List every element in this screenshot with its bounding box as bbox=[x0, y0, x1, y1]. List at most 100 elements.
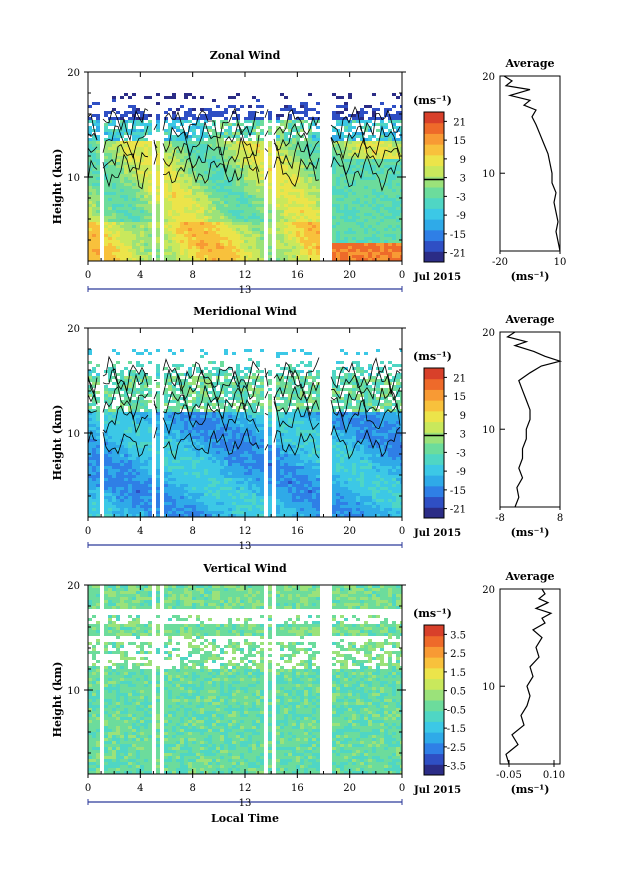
colorbar-swatch bbox=[424, 678, 444, 690]
x-tick-label: 4 bbox=[137, 783, 143, 794]
avg-x-label: (ms⁻¹) bbox=[511, 783, 550, 796]
colorbar-swatch bbox=[424, 432, 444, 444]
day-label: 13 bbox=[239, 285, 252, 296]
avg-profile-line bbox=[503, 75, 561, 252]
y-tick-label: 10 bbox=[67, 429, 80, 440]
colorbar-tick-label: -21 bbox=[450, 249, 466, 260]
x-tick-label: 16 bbox=[291, 526, 304, 537]
colorbar-swatch bbox=[424, 378, 444, 390]
month-label: Jul 2015 bbox=[413, 272, 461, 283]
contour-line bbox=[88, 385, 401, 421]
avg-y-tick-label: 10 bbox=[482, 682, 495, 693]
x-tick-label: 0 bbox=[399, 783, 405, 794]
colorbar-swatch bbox=[424, 165, 444, 177]
colorbar-swatch bbox=[424, 240, 444, 252]
avg-x-tick-label: 0.10 bbox=[543, 770, 565, 781]
x-tick-label: 20 bbox=[343, 526, 356, 537]
colorbar-swatch bbox=[424, 144, 444, 156]
colorbar-swatch bbox=[424, 625, 444, 637]
colorbar-swatch bbox=[424, 443, 444, 455]
colorbar-tick-label: 15 bbox=[453, 136, 466, 147]
panel-title: Vertical Wind bbox=[202, 562, 287, 575]
x-tick-label: 0 bbox=[399, 526, 405, 537]
colorbar-swatch bbox=[424, 187, 444, 199]
avg-x-tick-label: -20 bbox=[492, 257, 508, 268]
avg-y-tick-label: 10 bbox=[482, 169, 495, 180]
colorbar-swatch bbox=[424, 400, 444, 412]
avg-title: Average bbox=[504, 313, 554, 326]
heatmap-field bbox=[88, 93, 402, 261]
colorbar-swatch bbox=[424, 251, 444, 263]
y-tick-label: 10 bbox=[67, 173, 80, 184]
colorbar-swatch bbox=[424, 721, 444, 733]
avg-x-tick-label: -8 bbox=[495, 513, 505, 524]
contour-lines bbox=[88, 105, 401, 192]
colorbar-tick-label: 0.5 bbox=[450, 687, 466, 698]
y-tick-label: 20 bbox=[67, 68, 80, 79]
y-tick-label: 10 bbox=[67, 686, 80, 697]
day-label: 13 bbox=[239, 541, 252, 552]
colorbar-swatch bbox=[424, 133, 444, 145]
colorbar-tick-label: 3 bbox=[460, 430, 466, 441]
x-tick-label: 8 bbox=[189, 783, 195, 794]
colorbar-swatch bbox=[424, 689, 444, 701]
colorbar-swatch bbox=[424, 732, 444, 744]
contour-line bbox=[88, 424, 401, 461]
avg-x-tick-label: 10 bbox=[554, 257, 567, 268]
colorbar-unit: (ms⁻¹) bbox=[413, 94, 452, 107]
colorbar-swatch bbox=[424, 176, 444, 188]
colorbar-swatch bbox=[424, 229, 444, 242]
x-tick-label: 0 bbox=[85, 270, 91, 281]
x-tick-label: 4 bbox=[137, 270, 143, 281]
colorbar-tick-label: 1.5 bbox=[450, 668, 466, 679]
month-label: Jul 2015 bbox=[413, 785, 461, 796]
colorbar-swatch bbox=[424, 700, 444, 712]
avg-profile-line bbox=[506, 331, 563, 508]
colorbar-swatch bbox=[424, 208, 444, 220]
colorbar-swatch bbox=[424, 112, 444, 124]
colorbar-tick-label: -9 bbox=[456, 211, 466, 222]
avg-title: Average bbox=[504, 57, 554, 70]
x-tick-label: 8 bbox=[189, 270, 195, 281]
x-tick-label: 0 bbox=[85, 783, 91, 794]
colorbar-frame bbox=[423, 367, 445, 519]
colorbar-tick-label: -9 bbox=[456, 467, 466, 478]
panel-title: Meridional Wind bbox=[193, 305, 297, 318]
colorbar-swatch bbox=[424, 496, 444, 508]
avg-profile-line bbox=[505, 588, 553, 765]
avg-y-tick-label: 20 bbox=[482, 328, 495, 339]
colorbar-swatch bbox=[424, 464, 444, 476]
colorbar-swatch bbox=[424, 646, 444, 658]
x-tick-label: 16 bbox=[291, 783, 304, 794]
colorbar-tick-label: -3.5 bbox=[447, 762, 466, 773]
colorbar-swatch bbox=[424, 368, 444, 380]
x-tick-label: 20 bbox=[343, 270, 356, 281]
x-tick-label: 16 bbox=[291, 270, 304, 281]
colorbar-swatch bbox=[424, 197, 444, 209]
colorbar-tick-label: -3 bbox=[456, 192, 466, 203]
colorbar-tick-label: -3 bbox=[456, 448, 466, 459]
colorbar-swatch bbox=[424, 742, 444, 755]
avg-title: Average bbox=[504, 570, 554, 583]
avg-y-tick-label: 10 bbox=[482, 425, 495, 436]
colorbar-swatch bbox=[424, 453, 444, 465]
avg-y-tick-label: 20 bbox=[482, 585, 495, 596]
x-axis-label: Local Time bbox=[211, 812, 279, 825]
colorbar-swatch bbox=[424, 421, 444, 433]
avg-x-label: (ms⁻¹) bbox=[511, 526, 550, 539]
colorbar-swatch bbox=[424, 710, 444, 722]
contour-line bbox=[88, 121, 401, 161]
colorbar-tick-label: -15 bbox=[450, 230, 466, 241]
avg-frame bbox=[499, 588, 561, 765]
avg-x-tick-label: -0.05 bbox=[496, 770, 522, 781]
colorbar-tick-label: 9 bbox=[460, 411, 466, 422]
colorbar-swatch bbox=[424, 507, 444, 519]
x-tick-label: 12 bbox=[239, 526, 252, 537]
colorbar-tick-label: 3 bbox=[460, 174, 466, 185]
colorbar-tick-label: 3.5 bbox=[450, 630, 466, 641]
heatmap-field bbox=[88, 349, 402, 517]
day-label: 13 bbox=[239, 798, 252, 809]
colorbar-tick-label: -21 bbox=[450, 505, 466, 516]
contour-lines bbox=[88, 355, 401, 461]
